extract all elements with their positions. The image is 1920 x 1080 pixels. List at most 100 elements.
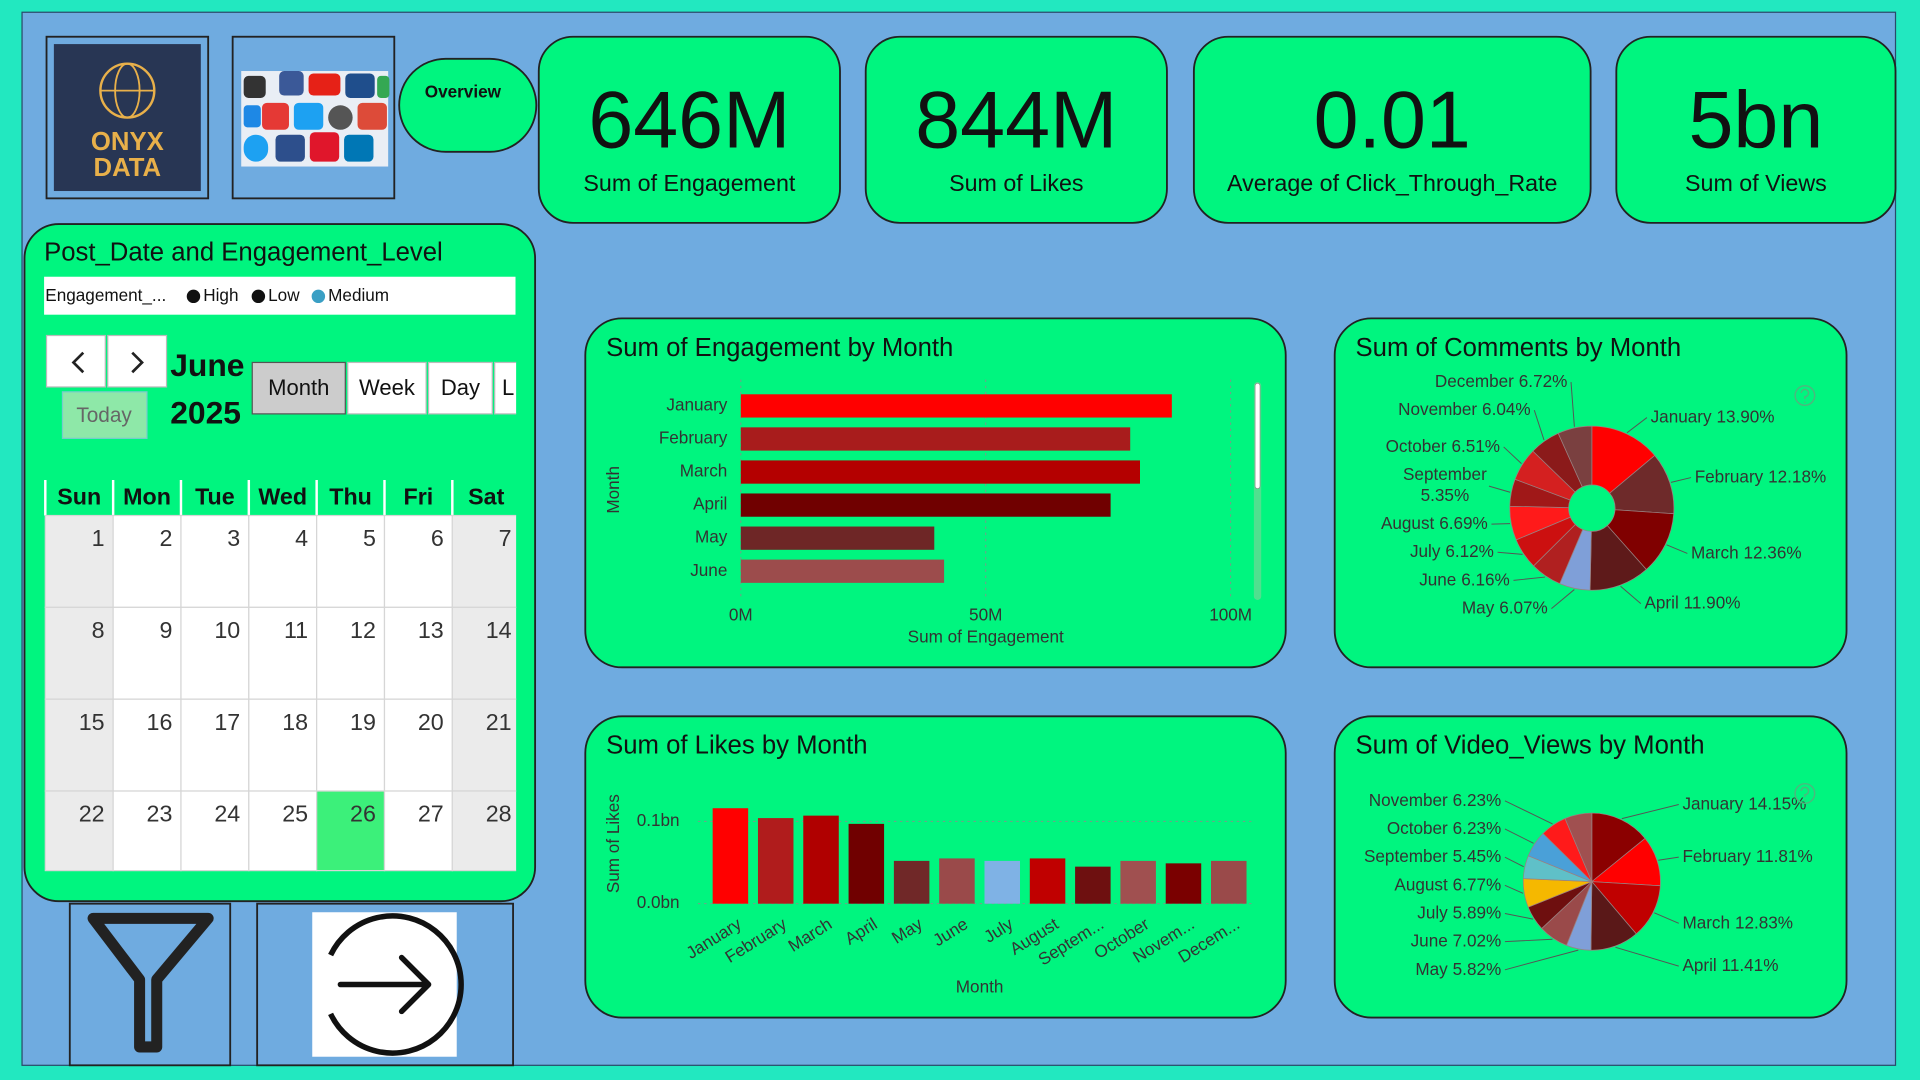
bar[interactable] [848, 823, 885, 904]
day-cell[interactable] [248, 514, 318, 608]
bar[interactable] [740, 526, 935, 550]
day-cell[interactable] [316, 606, 386, 700]
y-tick-label: April [693, 494, 727, 514]
slice[interactable] [1591, 812, 1646, 883]
slice-label: December 6.72% [1435, 371, 1567, 391]
day-cell[interactable] [248, 790, 318, 872]
bar[interactable] [1165, 863, 1202, 904]
kpi-label: Sum of Likes [949, 170, 1083, 196]
bar[interactable] [757, 818, 794, 904]
help-icon[interactable] [1794, 384, 1816, 407]
weekday-label: Sun [57, 484, 101, 510]
bar[interactable] [984, 860, 1020, 904]
day-cell[interactable] [383, 790, 453, 872]
day-cell[interactable] [248, 606, 318, 700]
kpi-card [1615, 35, 1897, 224]
day-cell[interactable] [44, 698, 114, 792]
slice-category: December [1435, 371, 1514, 391]
bar[interactable] [1120, 860, 1156, 904]
overview-button[interactable] [398, 57, 538, 153]
slice-category: August [1394, 874, 1448, 894]
day-cell[interactable] [383, 606, 453, 700]
leader-line [1504, 949, 1579, 971]
day-cell[interactable] [180, 606, 250, 700]
view-button[interactable] [251, 361, 346, 415]
view-button[interactable] [494, 361, 544, 415]
slice-label: November 6.04% [1398, 399, 1530, 419]
bar[interactable] [740, 460, 1140, 484]
bar[interactable] [740, 559, 945, 583]
slice-label: June 6.16% [1419, 569, 1510, 589]
day-number: 9 [159, 617, 172, 643]
slice-value: 6.69% [1439, 513, 1488, 533]
day-cell[interactable] [112, 790, 182, 872]
bar[interactable] [712, 808, 749, 904]
kpi-value: 646M [588, 75, 790, 165]
leader-line [1503, 446, 1522, 464]
slice-label: May 6.07% [1462, 597, 1548, 617]
weekday-label: Mon [123, 484, 171, 510]
slice-category: January [1682, 793, 1743, 813]
bar[interactable] [1211, 860, 1247, 904]
day-cell[interactable] [316, 698, 386, 792]
weekday-header [45, 480, 517, 516]
slice-label: January 14.15% [1682, 793, 1806, 813]
weekday-label: Sat [468, 484, 504, 510]
view-label: Day [441, 375, 480, 400]
slice-value: 11.90% [1684, 592, 1741, 612]
slice-category: February [1682, 846, 1751, 866]
slice[interactable] [1564, 812, 1593, 882]
kpi-cards: 646M Sum of Engagement 844M Sum of Likes 0.0… [537, 35, 1897, 224]
bar[interactable] [939, 858, 975, 904]
help-icon[interactable] [1794, 782, 1816, 804]
day-cell[interactable] [44, 514, 114, 608]
slice-category: January [1651, 406, 1712, 426]
x-axis-title: Month [956, 977, 1004, 997]
slice-label: September 5.35% [1403, 464, 1487, 505]
day-cell[interactable] [180, 790, 250, 872]
day-number: 19 [350, 709, 376, 735]
bar[interactable] [740, 394, 1172, 418]
slice-value: 6.23% [1453, 789, 1502, 809]
day-cell[interactable] [316, 514, 386, 608]
y-tick-label: January [666, 394, 727, 414]
leader-line [1488, 485, 1511, 493]
scrollbar-thumb[interactable] [1254, 382, 1261, 489]
slice[interactable] [1590, 881, 1661, 935]
slice[interactable] [1557, 425, 1593, 488]
bar[interactable] [740, 493, 1111, 517]
day-cell[interactable] [44, 606, 114, 700]
slice-category: June [1419, 569, 1456, 589]
day-cell[interactable] [316, 790, 386, 872]
slice-label: January 13.90% [1651, 406, 1775, 426]
bar[interactable] [740, 427, 1131, 451]
view-button[interactable] [347, 361, 427, 415]
calendar-year: 2025 [170, 395, 241, 431]
day-cell[interactable] [112, 514, 182, 608]
day-cell[interactable] [44, 790, 114, 872]
slice-value: 6.04% [1482, 399, 1531, 419]
weekday-label: Wed [258, 484, 307, 510]
bar[interactable] [1075, 866, 1111, 904]
day-number: 5 [363, 525, 376, 551]
bar[interactable] [893, 860, 930, 904]
day-cell[interactable] [451, 514, 520, 608]
slice-category: July [1417, 902, 1448, 922]
day-cell[interactable] [112, 698, 182, 792]
help-icon-mark [1800, 388, 1810, 403]
day-cell[interactable] [451, 790, 520, 872]
nav-button[interactable] [107, 334, 168, 388]
chart: Sum of Comments by Month January 13.90% Feb… [1333, 317, 1848, 669]
leader-line [1504, 800, 1553, 825]
today-button[interactable] [61, 391, 148, 439]
slice-label: March 12.36% [1691, 542, 1802, 562]
bar[interactable] [1029, 858, 1066, 904]
view-button[interactable] [427, 361, 493, 415]
calendar-month: June [170, 347, 244, 383]
chart-title: Sum of Likes by Month [606, 732, 867, 760]
day-cell[interactable] [180, 698, 250, 792]
slice-label: November 6.23% [1369, 789, 1501, 809]
day-cell[interactable] [383, 698, 453, 792]
bar[interactable] [803, 815, 839, 904]
